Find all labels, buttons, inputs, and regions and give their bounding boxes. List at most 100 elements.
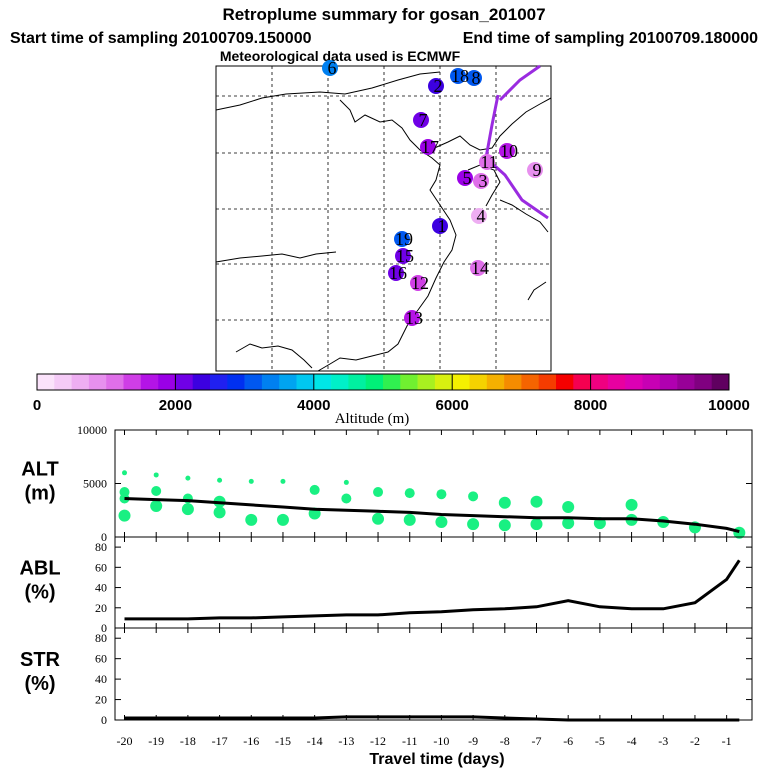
colorbar-cell bbox=[313, 374, 332, 390]
map-point-marker bbox=[470, 260, 486, 276]
altitude-dot bbox=[467, 518, 480, 531]
altitude-dot bbox=[122, 470, 128, 476]
altitude-dot bbox=[403, 513, 416, 526]
altitude-dot bbox=[248, 478, 254, 484]
x-axis-label: Travel time (days) bbox=[369, 751, 504, 768]
colorbar-cell bbox=[573, 374, 591, 390]
map-point-marker bbox=[404, 310, 420, 326]
map-point-16: 16 bbox=[388, 263, 407, 283]
colorbar-cell bbox=[434, 374, 453, 390]
x-tick-label: -9 bbox=[468, 734, 478, 748]
y-tick-label: 40 bbox=[95, 581, 107, 595]
colorbar-cell bbox=[261, 374, 280, 390]
map-frame bbox=[215, 65, 552, 372]
x-tick-label: -10 bbox=[433, 734, 449, 748]
altitude-dot bbox=[372, 512, 385, 525]
map-point-8: 8 bbox=[466, 68, 482, 88]
map-point-marker bbox=[457, 170, 473, 186]
y-tick-label: 60 bbox=[95, 652, 107, 666]
colorbar-cell bbox=[140, 374, 159, 390]
colorbar-cell bbox=[452, 374, 470, 390]
altitude-dot bbox=[280, 478, 286, 484]
colorbar-cell bbox=[659, 374, 678, 390]
colorbar-tick-label: 6000 bbox=[436, 397, 469, 414]
colorbar-cell bbox=[711, 374, 730, 390]
colorbar-cell bbox=[37, 374, 55, 390]
map-point-label: 5 bbox=[463, 168, 472, 188]
panel-ylabel: ABL bbox=[19, 558, 60, 580]
y-tick-label: 60 bbox=[95, 560, 107, 574]
x-tick-label: -7 bbox=[531, 734, 541, 748]
altitude-colorbar: 0 2000 4000 6000 8000 10000 Altitude (m) bbox=[33, 373, 750, 427]
x-tick-label: -12 bbox=[370, 734, 386, 748]
map-point-14: 14 bbox=[470, 258, 489, 278]
altitude-dot bbox=[435, 516, 448, 529]
map-point-11: 11 bbox=[479, 152, 498, 172]
y-tick-label: 0 bbox=[101, 713, 107, 727]
map-point-marker bbox=[388, 265, 404, 281]
y-tick-label: 80 bbox=[95, 540, 107, 554]
colorbar-cell bbox=[175, 374, 193, 390]
colorbar-cell bbox=[365, 374, 384, 390]
y-tick-label: 20 bbox=[95, 693, 107, 707]
x-tick-label: -19 bbox=[148, 734, 164, 748]
colorbar-cell bbox=[227, 374, 245, 390]
colorbar-tick-label: 8000 bbox=[574, 397, 607, 414]
colorbar-cell bbox=[694, 374, 712, 390]
colorbar-cell bbox=[504, 374, 522, 390]
colorbar-cell bbox=[88, 374, 107, 390]
map-point-label: 19 bbox=[395, 229, 413, 249]
altitude-dot bbox=[343, 479, 349, 485]
colorbar-cell bbox=[607, 374, 626, 390]
map-point-label: 12 bbox=[411, 273, 429, 293]
altitude-dot bbox=[530, 518, 543, 531]
panel-ylabel: (m) bbox=[24, 483, 55, 505]
time-series-panels: ALT(m)0500010000ABL(%)020406080STR(%)020… bbox=[19, 423, 753, 748]
map-point-15: 15 bbox=[395, 246, 414, 266]
x-tick-label: -5 bbox=[595, 734, 605, 748]
altitude-dot bbox=[436, 489, 447, 500]
colorbar-cell bbox=[538, 374, 557, 390]
map-point-label: 2 bbox=[434, 76, 443, 96]
map-point-marker bbox=[428, 78, 444, 94]
altitude-dot bbox=[217, 477, 223, 483]
y-tick-label: 5000 bbox=[83, 477, 107, 491]
map-point-label: 15 bbox=[396, 246, 414, 266]
altitude-dot bbox=[404, 488, 415, 499]
y-tick-label: 20 bbox=[95, 601, 107, 615]
colorbar-cell bbox=[625, 374, 643, 390]
coastlines bbox=[215, 71, 552, 372]
x-tick-label: -14 bbox=[307, 734, 323, 748]
altitude-dot bbox=[498, 519, 511, 532]
colorbar-cell bbox=[210, 374, 228, 390]
altitude-dot bbox=[118, 509, 131, 522]
colorbar-tick-labels: 0 2000 4000 6000 8000 10000 bbox=[33, 374, 750, 414]
colorbar-cell bbox=[521, 374, 539, 390]
end-time-label: End time of sampling 20100709.180000 bbox=[463, 30, 758, 47]
map-point-label: 17 bbox=[421, 137, 439, 157]
series-line-abl bbox=[124, 559, 741, 621]
met-data-label: Meteorological data used is ECMWF bbox=[220, 48, 461, 64]
map-point-label: 7 bbox=[419, 110, 428, 130]
map-point-label: 3 bbox=[479, 171, 488, 191]
altitude-dot bbox=[373, 487, 384, 498]
map-point-label: 14 bbox=[471, 258, 489, 278]
colorbar-cell bbox=[54, 374, 72, 390]
map-point-4: 4 bbox=[471, 206, 487, 226]
x-tick-label: -11 bbox=[402, 734, 418, 748]
colorbar-cell bbox=[158, 374, 176, 390]
x-tick-label: -4 bbox=[627, 734, 637, 748]
start-time-label: Start time of sampling 20100709.150000 bbox=[10, 30, 312, 47]
map-point-marker bbox=[432, 218, 448, 234]
map-point-label: 8 bbox=[472, 68, 481, 88]
colorbar-tick-label: 2000 bbox=[159, 397, 192, 414]
altitude-dot bbox=[498, 496, 511, 509]
map-point-9: 9 bbox=[527, 160, 543, 180]
map-point-17: 17 bbox=[420, 137, 439, 157]
altitude-dot bbox=[468, 491, 479, 502]
altitude-dot bbox=[153, 472, 159, 478]
y-tick-label: 0 bbox=[101, 530, 107, 544]
map-point-5: 5 bbox=[457, 168, 473, 188]
